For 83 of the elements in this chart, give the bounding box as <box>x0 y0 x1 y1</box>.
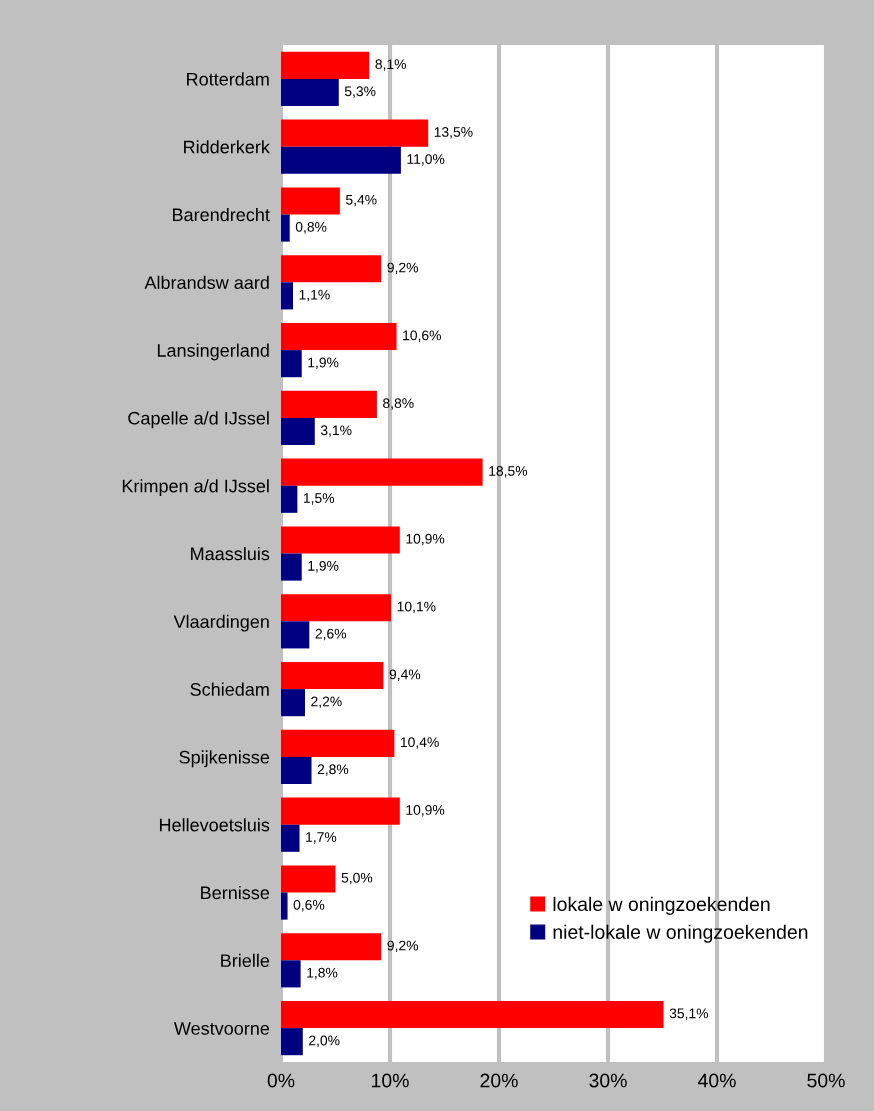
y-tick-label: Westvoorne <box>173 1022 270 1035</box>
bar <box>281 933 382 961</box>
data-label: 0,8% <box>295 221 327 234</box>
data-label: 2,0% <box>309 1035 340 1048</box>
bar <box>281 322 397 351</box>
data-label: 10,4% <box>400 737 439 749</box>
data-label: 1,7% <box>306 832 337 844</box>
bar <box>281 756 312 785</box>
bar <box>281 146 401 174</box>
data-label: 5,0% <box>341 872 373 885</box>
data-label: 11,0% <box>407 154 445 166</box>
data-label: 13,5% <box>434 127 473 139</box>
bar <box>281 865 336 893</box>
bar <box>281 214 290 242</box>
y-tick-label: Schiedam <box>190 682 269 696</box>
y-tick-label: Krimpen a/d IJssel <box>122 479 269 496</box>
bar <box>281 553 302 581</box>
data-label: 10,1% <box>397 601 436 614</box>
data-label: 8,8% <box>383 398 414 410</box>
bar <box>281 1000 664 1029</box>
data-label: 1,5% <box>303 493 335 505</box>
data-label: 10,6% <box>403 330 441 342</box>
y-tick-label: Lansingerland <box>157 343 269 361</box>
y-tick-label: Rotterdam <box>187 72 269 86</box>
data-label: 9,2% <box>387 940 418 953</box>
bar <box>281 255 382 283</box>
bar <box>281 729 395 757</box>
data-label: 1,9% <box>308 357 339 370</box>
data-label: 10,9% <box>406 805 445 817</box>
data-label: 5,4% <box>345 194 377 207</box>
y-tick-label: Barendrecht <box>173 207 270 222</box>
bar <box>281 78 339 107</box>
data-label: 3,1% <box>320 425 352 437</box>
bar <box>281 892 288 920</box>
x-tick-label: 40% <box>697 1073 736 1088</box>
bar <box>281 390 377 418</box>
data-label: 18,5% <box>489 466 528 478</box>
bar <box>281 621 310 649</box>
bar <box>281 960 301 988</box>
bar <box>281 458 483 486</box>
bar <box>281 824 300 852</box>
bar <box>281 119 429 147</box>
bar <box>281 350 302 378</box>
data-label: 2,6% <box>315 628 347 641</box>
data-label: 9,4% <box>389 669 421 681</box>
data-label: 2,2% <box>311 696 342 709</box>
bar <box>281 594 392 622</box>
y-tick-label: Maassluis <box>191 546 270 561</box>
y-tick-label: Ridderkerk <box>184 140 270 154</box>
x-tick-label: 0% <box>267 1073 295 1088</box>
data-label: 1,8% <box>307 967 338 980</box>
x-tick-label: 10% <box>372 1073 409 1088</box>
bar <box>281 797 400 825</box>
bar <box>281 51 370 79</box>
bar <box>281 526 400 554</box>
bar <box>281 187 340 215</box>
bar <box>281 485 298 513</box>
bar <box>281 689 305 717</box>
x-tick-label: 20% <box>480 1073 518 1088</box>
y-tick-label: Vlaardingen <box>173 614 269 632</box>
bar <box>281 1028 303 1056</box>
data-label: 35,1% <box>669 1008 709 1020</box>
data-label: 5,3% <box>344 86 376 98</box>
legend-label: niet-lokale w oningzoekenden <box>553 924 808 943</box>
data-label: 8,1% <box>375 59 407 71</box>
y-tick-label: Capelle a/d IJssel <box>128 411 269 429</box>
data-label: 0,6% <box>293 899 325 912</box>
data-label: 2,8% <box>317 764 349 776</box>
y-tick-label: Spijkenisse <box>179 750 270 768</box>
data-label: 1,1% <box>299 289 330 302</box>
y-tick-label: Bernisse <box>201 885 270 900</box>
x-tick-label: 30% <box>589 1073 627 1088</box>
legend-label: lokale w oningzoekenden <box>553 896 770 915</box>
bar <box>281 661 384 690</box>
y-tick-label: Brielle <box>221 953 270 968</box>
data-label: 9,2% <box>387 262 418 275</box>
bar <box>281 282 293 310</box>
x-tick-label: 50% <box>807 1073 845 1088</box>
y-tick-label: Hellevoetsluis <box>159 818 270 832</box>
bar <box>281 417 315 446</box>
data-label: 1,9% <box>308 560 339 573</box>
data-label: 10,9% <box>406 533 445 546</box>
y-tick-label: Albrandsw aard <box>144 275 269 290</box>
